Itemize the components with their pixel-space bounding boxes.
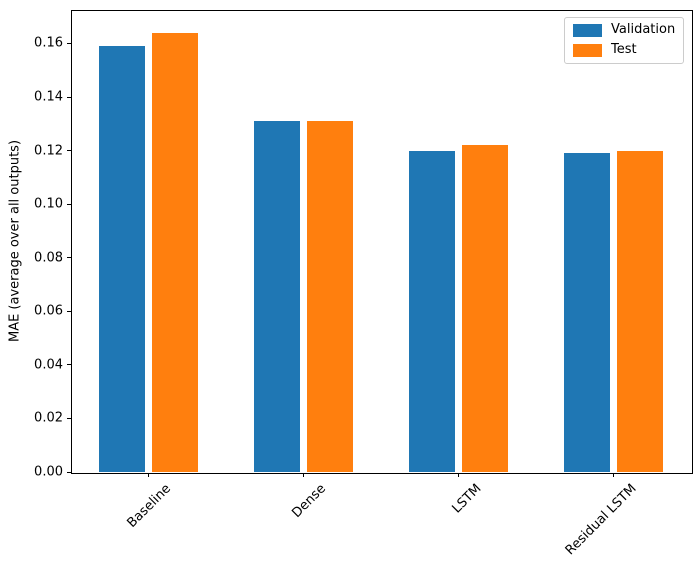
legend-swatch-validation	[573, 23, 602, 37]
bar-test-baseline	[151, 32, 199, 472]
legend: Validation Test	[564, 17, 685, 64]
legend-item-test: Test	[573, 41, 675, 58]
x-tick-mark	[613, 473, 614, 477]
y-tick-label: 0.02	[34, 410, 63, 426]
y-tick-mark	[67, 364, 71, 366]
bar-validation-lstm	[408, 150, 456, 472]
y-tick-label: 0.12	[34, 143, 63, 159]
x-tick-mark	[458, 473, 459, 477]
legend-item-validation: Validation	[573, 22, 676, 38]
y-tick-mark	[67, 96, 71, 98]
x-tick-label-lstm: LSTM	[449, 481, 485, 517]
y-tick-mark	[67, 310, 71, 312]
legend-swatch-test	[573, 43, 602, 57]
x-tick-label-dense: Dense	[289, 481, 330, 521]
x-tick-label-residual-lstm: Residual LSTM	[562, 481, 640, 559]
y-tick-mark	[67, 257, 71, 259]
y-tick-label: 0.14	[34, 89, 63, 105]
bar-test-lstm	[461, 145, 509, 472]
bar-test-residual-lstm	[616, 150, 664, 472]
x-tick-label-baseline: Baseline	[124, 481, 175, 531]
bar-validation-dense	[253, 121, 301, 472]
y-tick-label: 0.10	[34, 196, 63, 212]
y-tick-label: 0.08	[34, 250, 63, 266]
y-tick-label: 0.00	[34, 464, 63, 480]
bar-validation-residual-lstm	[563, 153, 611, 472]
y-tick-label: 0.04	[34, 357, 63, 373]
legend-label-test: Test	[611, 41, 637, 57]
y-tick-mark	[67, 42, 71, 44]
bar-validation-baseline	[98, 46, 146, 472]
y-tick-label: 0.06	[34, 303, 63, 319]
legend-label-validation: Validation	[611, 22, 676, 37]
y-tick-label: 0.16	[34, 35, 63, 51]
x-tick-mark	[303, 473, 304, 477]
y-tick-mark	[67, 150, 71, 152]
x-tick-mark	[148, 473, 149, 477]
y-tick-mark	[67, 417, 71, 419]
y-tick-mark	[67, 471, 71, 473]
bar-test-dense	[306, 121, 354, 472]
y-tick-mark	[67, 203, 71, 205]
